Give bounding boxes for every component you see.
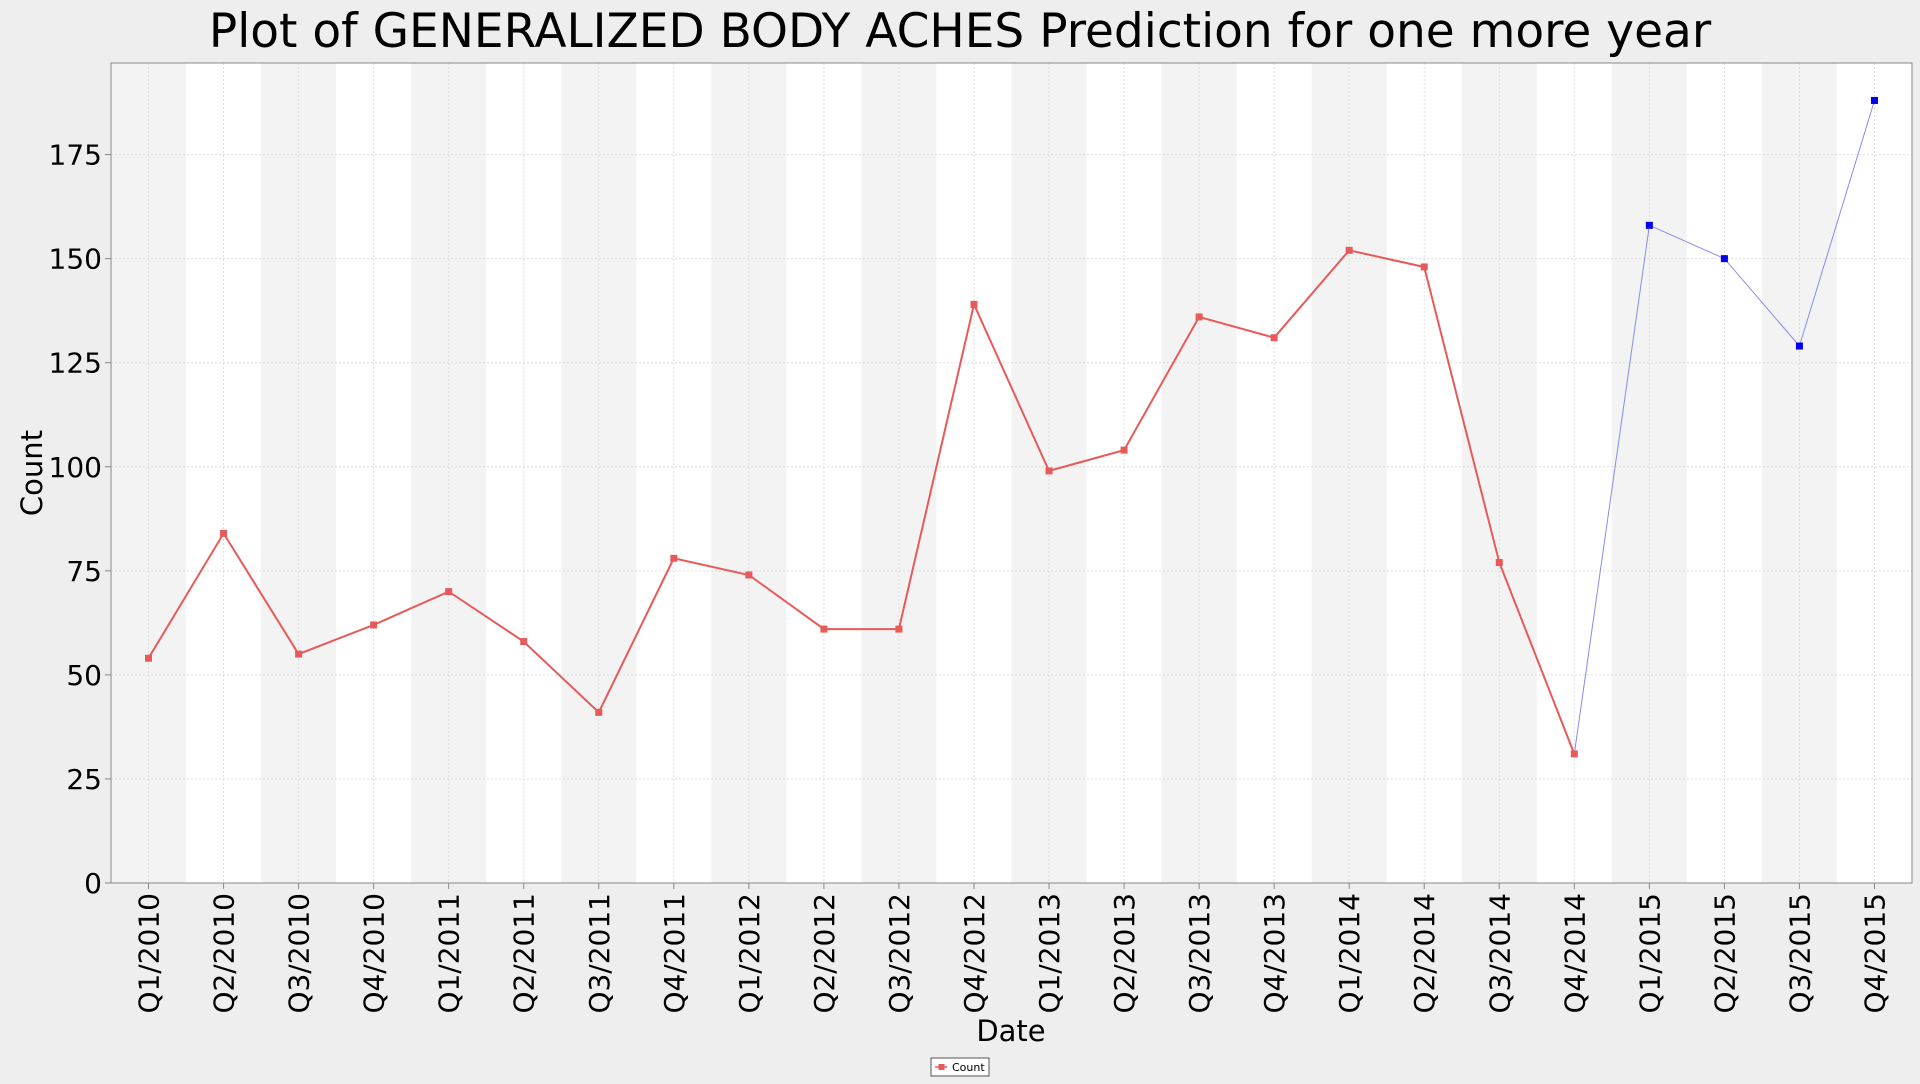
y-tick-label: 25 — [66, 763, 102, 796]
x-tick-label: Q1/2015 — [1633, 893, 1666, 1014]
data-point — [970, 300, 978, 308]
x-tick-label: Q1/2011 — [433, 893, 466, 1014]
data-point — [445, 588, 453, 596]
y-tick-label: 150 — [49, 243, 102, 276]
x-tick-label: Q1/2010 — [133, 893, 166, 1014]
y-tick-label: 50 — [66, 659, 102, 692]
x-tick-label: Q1/2013 — [1033, 893, 1066, 1014]
x-tick-label: Q2/2013 — [1108, 893, 1141, 1014]
data-point — [595, 708, 603, 716]
x-tick-label: Q3/2015 — [1783, 893, 1816, 1014]
legend: Count — [930, 1057, 990, 1077]
data-point — [1120, 446, 1128, 454]
data-point — [1570, 750, 1578, 758]
x-tick-label: Q2/2014 — [1408, 893, 1441, 1014]
y-tick-label: 75 — [66, 555, 102, 588]
data-point — [1195, 313, 1203, 321]
x-tick-label: Q2/2012 — [808, 893, 841, 1014]
data-point — [370, 621, 378, 629]
y-tick-label: 0 — [84, 867, 102, 900]
plot-border — [110, 62, 1913, 884]
x-tick-label: Q4/2012 — [958, 893, 991, 1014]
data-point — [295, 650, 303, 658]
chart-title: Plot of GENERALIZED BODY ACHES Predictio… — [209, 4, 1712, 59]
x-tick-label: Q4/2014 — [1558, 893, 1591, 1014]
axes: 0 25 50 75 100 125 150 175 Q1/2010 Q2/2010 Q3/2010… — [49, 62, 1913, 1014]
x-tick-label: Q4/2011 — [658, 893, 691, 1014]
x-tick-label: Q3/2011 — [583, 893, 616, 1014]
data-point — [1420, 263, 1428, 271]
gridlines — [111, 63, 1912, 884]
y-tick-label: 125 — [49, 347, 102, 380]
x-axis-label: Date — [976, 1014, 1045, 1048]
y-tick-label: 175 — [49, 139, 102, 172]
data-point — [820, 625, 828, 633]
x-tick-label: Q3/2010 — [283, 893, 316, 1014]
legend-marker — [938, 1064, 945, 1070]
data-point — [1720, 255, 1728, 263]
data-point — [670, 554, 678, 562]
x-tick-label: Q1/2012 — [733, 893, 766, 1014]
data-point — [1645, 221, 1653, 229]
legend-box — [930, 1057, 990, 1077]
x-tick-label: Q4/2010 — [358, 893, 391, 1014]
data-point — [1870, 96, 1878, 104]
x-tick-label: Q3/2013 — [1183, 893, 1216, 1014]
x-tick-label: Q3/2012 — [883, 893, 916, 1014]
x-tick-label: Q2/2015 — [1708, 893, 1741, 1014]
data-point — [520, 638, 528, 646]
data-point — [895, 625, 903, 633]
x-tick-label: Q2/2011 — [508, 893, 541, 1014]
data-point — [745, 571, 753, 579]
y-axis-label: Count — [15, 430, 49, 516]
data-point — [1495, 558, 1503, 566]
data-point — [1795, 342, 1803, 350]
x-tick-label: Q3/2014 — [1483, 893, 1516, 1014]
x-tick-label: Q4/2015 — [1858, 893, 1891, 1014]
x-tick-label: Q2/2010 — [208, 893, 241, 1014]
data-point — [220, 529, 228, 537]
x-tick-label: Q1/2014 — [1333, 893, 1366, 1014]
data-point — [1270, 334, 1278, 342]
legend-series-label: Count — [952, 1061, 985, 1074]
x-tick-label: Q4/2013 — [1258, 893, 1291, 1014]
series-points — [145, 96, 1878, 758]
y-tick-label: 100 — [49, 451, 102, 484]
plot-background — [111, 63, 1912, 883]
data-point — [145, 654, 153, 662]
data-point — [1345, 246, 1353, 254]
series-line — [147, 249, 1576, 755]
data-point — [1045, 467, 1053, 475]
